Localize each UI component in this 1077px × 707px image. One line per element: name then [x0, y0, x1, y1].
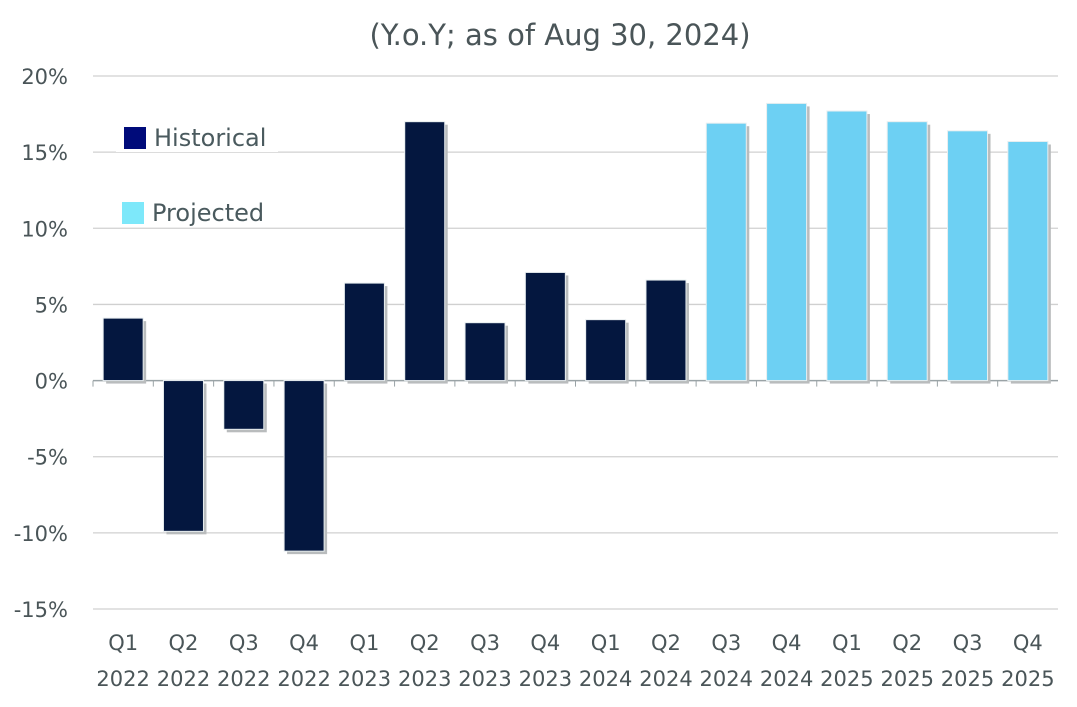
- x-tick-label-quarter: Q3: [229, 631, 259, 655]
- y-tick-label: 20%: [21, 65, 68, 89]
- x-tick-label-year: 2025: [1001, 667, 1054, 691]
- x-tick-label-quarter: Q4: [772, 631, 802, 655]
- x-tick-label-quarter: Q1: [108, 631, 138, 655]
- bar: [886, 121, 928, 382]
- bar: [705, 122, 747, 382]
- y-tick-label: 10%: [21, 217, 68, 241]
- legend-label: Projected: [152, 199, 265, 227]
- legend-historical: Historical: [116, 124, 279, 152]
- bar: [766, 102, 808, 382]
- x-tick-label-year: 2024: [700, 667, 753, 691]
- y-tick-label: 15%: [21, 141, 68, 165]
- chart-title: (Y.o.Y; as of Aug 30, 2024): [369, 18, 750, 52]
- bar: [826, 110, 868, 382]
- y-tick-label: 5%: [35, 293, 68, 317]
- x-tick-label-quarter: Q2: [410, 631, 440, 655]
- x-tick-label-quarter: Q1: [832, 631, 862, 655]
- y-tick-label: -5%: [27, 446, 68, 470]
- bar: [947, 130, 989, 382]
- x-tick-label-quarter: Q3: [711, 631, 741, 655]
- bar: [645, 279, 687, 382]
- x-tick-label-year: 2025: [880, 667, 933, 691]
- bar: [404, 121, 446, 382]
- x-tick-label-year: 2022: [217, 667, 270, 691]
- x-tick-label-year: 2022: [96, 667, 149, 691]
- bar: [223, 380, 265, 430]
- y-tick-label: -10%: [14, 522, 68, 546]
- x-tick-label-year: 2024: [579, 667, 632, 691]
- bar: [102, 317, 144, 382]
- x-tick-label-year: 2023: [519, 667, 572, 691]
- x-tick-label-quarter: Q3: [953, 631, 983, 655]
- legend-projected: Projected: [114, 199, 277, 227]
- legend-swatch-historical: [124, 127, 146, 149]
- x-tick-label-quarter: Q4: [289, 631, 319, 655]
- x-tick-label-quarter: Q4: [1013, 631, 1043, 655]
- x-tick-label-quarter: Q1: [349, 631, 379, 655]
- x-tick-label-quarter: Q2: [169, 631, 199, 655]
- bar: [343, 282, 385, 382]
- x-tick-label-year: 2024: [639, 667, 692, 691]
- x-tick-label-year: 2025: [820, 667, 873, 691]
- x-tick-label-year: 2024: [760, 667, 813, 691]
- legend-label: Historical: [154, 124, 267, 152]
- x-tick-label-year: 2023: [338, 667, 391, 691]
- bar: [524, 271, 566, 382]
- x-tick-label-year: 2025: [941, 667, 994, 691]
- bar: [1007, 140, 1049, 382]
- bar: [585, 319, 627, 382]
- bar: [162, 380, 204, 532]
- x-tick-label-quarter: Q2: [651, 631, 681, 655]
- y-tick-label: -15%: [14, 598, 68, 622]
- x-tick-label-quarter: Q1: [591, 631, 621, 655]
- x-tick-label-year: 2023: [398, 667, 451, 691]
- x-tick-label-year: 2022: [157, 667, 210, 691]
- bar: [283, 380, 325, 552]
- x-tick-label-quarter: Q4: [530, 631, 560, 655]
- y-tick-label: 0%: [35, 370, 68, 394]
- x-tick-label-year: 2023: [458, 667, 511, 691]
- x-tick-label-quarter: Q3: [470, 631, 500, 655]
- bar: [464, 322, 506, 382]
- legend-swatch-projected: [122, 202, 144, 224]
- x-tick-label-quarter: Q2: [892, 631, 922, 655]
- x-tick-label-year: 2022: [277, 667, 330, 691]
